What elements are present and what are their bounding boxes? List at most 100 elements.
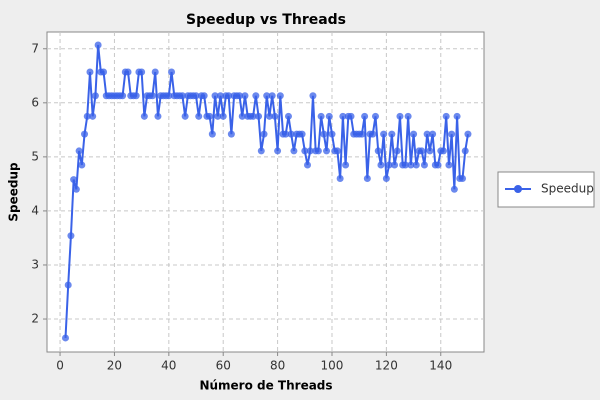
data-point [124,68,132,76]
data-point [317,112,325,120]
data-point [342,161,350,169]
data-point [178,92,186,100]
data-point [263,92,271,100]
data-point [252,92,260,100]
data-point [314,147,322,155]
y-tick-label: 7 [31,41,39,55]
data-point [236,92,244,100]
chart-title: Speedup vs Threads [186,12,346,28]
data-point [149,92,157,100]
x-tick-label: 40 [161,359,176,373]
y-tick-label: 5 [31,149,39,163]
data-point [140,112,148,120]
data-point [323,147,331,155]
data-point [382,174,390,182]
data-point [304,161,312,169]
data-point [333,147,341,155]
x-tick-label: 20 [107,359,122,373]
data-point [75,147,83,155]
x-tick-label: 80 [270,359,285,373]
data-point [412,161,420,169]
data-point [423,130,431,138]
data-point [380,130,388,138]
data-point [225,92,233,100]
x-tick-label: 100 [321,359,344,373]
data-point [94,41,102,49]
data-point [100,68,108,76]
data-point [336,174,344,182]
data-point [260,130,268,138]
y-tick-label: 4 [31,203,39,217]
data-point [461,147,469,155]
x-tick-label: 120 [375,359,398,373]
data-point [249,112,257,120]
data-point [439,147,447,155]
data-point [328,130,336,138]
data-point [282,130,290,138]
data-point [363,174,371,182]
data-point [154,112,162,120]
data-point [306,147,314,155]
data-point [227,130,235,138]
data-point [91,92,99,100]
data-point [132,92,140,100]
data-point [70,176,78,184]
data-point [448,130,456,138]
data-point [89,112,97,120]
data-point [208,130,216,138]
data-point [195,112,203,120]
data-point [238,112,246,120]
data-point [426,147,434,155]
data-point [369,130,377,138]
data-point [72,185,80,193]
data-point [276,92,284,100]
data-point [119,92,127,100]
data-point [301,147,309,155]
data-point [445,161,453,169]
data-point [192,92,200,100]
data-point [211,92,219,100]
data-point [86,68,94,76]
data-point [206,112,214,120]
data-point [420,161,428,169]
data-point [404,112,412,120]
data-point [371,112,379,120]
data-point [309,92,317,100]
data-point [290,147,298,155]
data-point [257,147,265,155]
data-point [151,68,159,76]
data-point [464,130,472,138]
data-point [78,161,86,169]
data-point [391,161,399,169]
data-point [410,130,418,138]
data-point [271,112,279,120]
data-point [347,112,355,120]
y-axis-label: Speedup [7,162,21,222]
legend-swatch [514,185,522,193]
x-axis-label: Número de Threads [199,379,332,393]
data-point [393,147,401,155]
x-tick-label: 60 [216,359,231,373]
data-point [219,112,227,120]
data-point [429,130,437,138]
data-point [453,112,461,120]
x-tick-label: 0 [56,359,64,373]
data-point [407,161,415,169]
plot-area [46,31,485,353]
y-tick-label: 6 [31,95,39,109]
data-point [287,130,295,138]
data-point [67,232,75,240]
data-point [165,92,173,100]
data-point [388,130,396,138]
data-point [385,161,393,169]
data-point [396,112,404,120]
data-point [168,68,176,76]
data-point [298,130,306,138]
data-point [64,281,72,289]
data-point [418,147,426,155]
data-point [265,112,273,120]
data-point [81,130,89,138]
data-point [138,68,146,76]
data-point [377,161,385,169]
legend-label: Speedup [541,182,594,196]
